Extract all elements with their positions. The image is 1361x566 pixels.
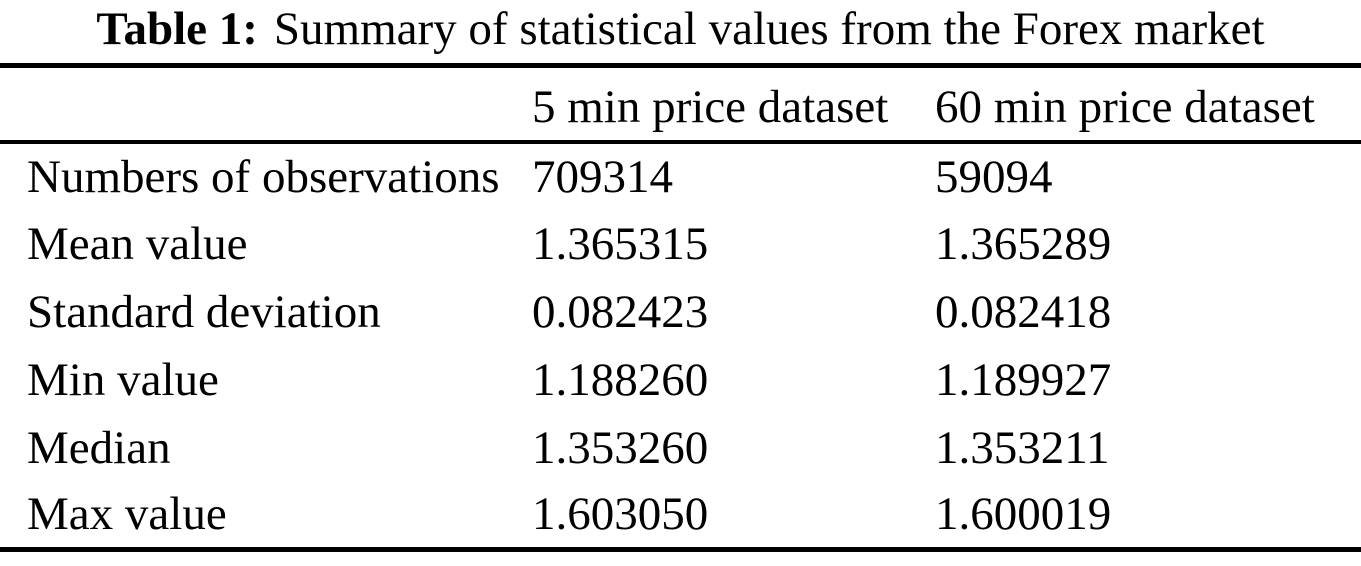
table-caption: Table 1: Summary of statistical values fr… xyxy=(0,0,1361,63)
table-row: Standard deviation 0.082423 0.082418 xyxy=(0,278,1361,346)
table-caption-label: Table 1: xyxy=(96,3,258,55)
cell-value: 1.365289 xyxy=(935,217,1112,270)
table-row: Numbers of observations 709314 59094 xyxy=(0,142,1361,210)
cell-value: 1.603050 xyxy=(532,488,709,541)
cell-value: 709314 xyxy=(532,150,673,203)
row-label: Median xyxy=(27,421,171,474)
row-label: Standard deviation xyxy=(27,285,381,338)
header-col-60min: 60 min price dataset xyxy=(935,80,1315,133)
table-row: Max value 1.603050 1.600019 xyxy=(0,482,1361,550)
cell-value: 1.188260 xyxy=(532,353,709,406)
statistics-table: 5 min price dataset 60 min price dataset… xyxy=(0,63,1361,552)
header-row: 5 min price dataset 60 min price dataset xyxy=(0,66,1361,142)
cell-value: 1.353260 xyxy=(532,421,709,474)
row-label: Mean value xyxy=(27,217,248,270)
cell-value: 1.365315 xyxy=(532,217,709,270)
table-row: Min value 1.188260 1.189927 xyxy=(0,346,1361,414)
header-col-5min: 5 min price dataset xyxy=(532,80,889,133)
row-label: Numbers of observations xyxy=(27,150,500,203)
cell-value: 1.353211 xyxy=(935,421,1110,474)
cell-value: 59094 xyxy=(935,150,1053,203)
row-label: Min value xyxy=(27,353,219,406)
cell-value: 1.600019 xyxy=(935,488,1112,541)
table-caption-text: Summary of statistical values from the F… xyxy=(273,3,1265,55)
cell-value: 0.082423 xyxy=(532,285,709,338)
cell-value: 0.082418 xyxy=(935,285,1112,338)
header-empty-cell xyxy=(0,66,532,142)
table-row: Mean value 1.365315 1.365289 xyxy=(0,210,1361,278)
row-label: Max value xyxy=(27,488,227,541)
cell-value: 1.189927 xyxy=(935,353,1112,406)
table-row: Median 1.353260 1.353211 xyxy=(0,414,1361,482)
